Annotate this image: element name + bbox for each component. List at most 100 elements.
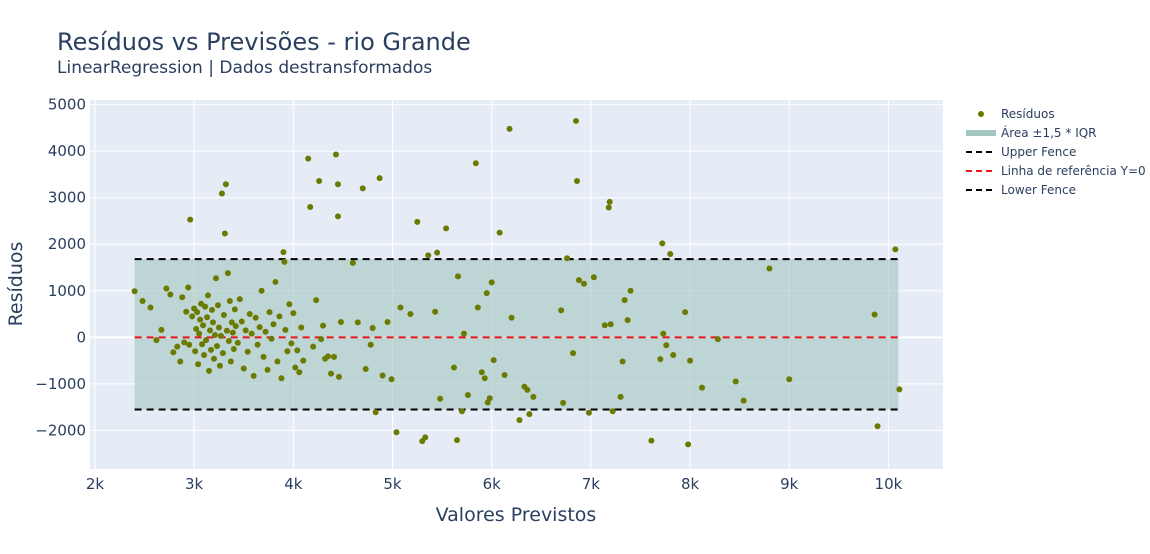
residual-point <box>224 270 231 277</box>
residual-point <box>276 313 283 320</box>
residual-point <box>210 355 217 362</box>
residual-point <box>443 225 450 232</box>
residual-point <box>422 434 429 441</box>
residual-point <box>183 308 190 315</box>
residual-point <box>325 353 332 360</box>
x-tick-label: 10k <box>875 475 903 493</box>
residual-point <box>298 324 305 331</box>
residual-point <box>362 365 369 372</box>
legend-iqr-area-label: Área ±1,5 * IQR <box>1001 125 1097 140</box>
legend-residuals-swatch <box>978 111 984 117</box>
legend: Resíduos Área ±1,5 * IQR Upper Fence Lin… <box>966 107 1146 197</box>
residual-point <box>201 351 208 358</box>
residual-point <box>376 175 383 182</box>
residual-point <box>458 408 465 415</box>
x-tick-label: 5k <box>383 475 402 493</box>
residual-point <box>397 304 404 311</box>
residual-point <box>208 306 215 313</box>
residual-point <box>874 423 881 430</box>
residual-point <box>621 297 628 304</box>
residual-point <box>516 417 523 424</box>
residual-point <box>266 309 273 316</box>
residual-point <box>209 319 216 326</box>
residual-point <box>379 372 386 379</box>
residual-point <box>147 304 154 311</box>
residual-point <box>179 294 186 301</box>
x-tick-label: 4k <box>284 475 303 493</box>
residual-point <box>607 321 614 328</box>
y-axis-ticks: −2000 −1000 0 1000 2000 3000 4000 5000 <box>35 96 86 440</box>
residual-point <box>432 308 439 315</box>
residual-point <box>483 290 490 297</box>
residual-point <box>474 304 481 311</box>
residual-point <box>203 337 210 344</box>
residual-point <box>384 318 391 325</box>
residual-point <box>189 313 196 320</box>
residual-point <box>530 393 537 400</box>
residual-point <box>153 337 160 344</box>
residual-point <box>425 252 432 259</box>
residual-point <box>197 316 204 323</box>
x-tick-label: 2k <box>86 475 105 493</box>
residual-point <box>488 279 495 286</box>
residual-point <box>246 311 253 318</box>
residual-point <box>496 229 503 236</box>
x-tick-label: 6k <box>483 475 502 493</box>
residual-point <box>200 322 207 329</box>
residual-point <box>294 347 301 354</box>
residual-point <box>211 331 218 338</box>
residual-point <box>217 332 224 339</box>
residual-point <box>508 314 515 321</box>
residual-point <box>282 326 289 333</box>
residual-point <box>687 357 694 364</box>
residual-point <box>524 386 531 393</box>
residual-point <box>195 361 202 368</box>
residual-point <box>170 349 177 356</box>
residual-point <box>670 351 677 358</box>
residual-point <box>207 327 214 334</box>
residual-point <box>667 251 674 258</box>
residual-point <box>274 358 281 365</box>
residual-point <box>222 181 229 188</box>
residual-point <box>526 411 533 418</box>
residual-point <box>238 318 245 325</box>
residual-point <box>223 327 230 334</box>
residual-point <box>199 341 206 348</box>
residual-point <box>163 285 170 292</box>
residual-point <box>227 358 234 365</box>
residual-point <box>318 336 325 343</box>
residual-point <box>367 341 374 348</box>
residual-point <box>262 328 269 335</box>
residual-point <box>454 273 461 280</box>
residual-point <box>290 310 297 317</box>
y-tick-label: 4000 <box>48 142 86 160</box>
residual-point <box>252 314 259 321</box>
residual-point <box>585 409 592 416</box>
residual-point <box>286 301 293 308</box>
residual-point <box>627 287 634 294</box>
residual-point <box>219 350 226 357</box>
residual-point <box>657 356 664 363</box>
residual-point <box>349 259 356 266</box>
residual-point <box>212 275 219 282</box>
residual-point <box>174 343 181 350</box>
residual-point <box>335 373 342 380</box>
residual-point <box>434 249 441 256</box>
residual-point <box>204 314 211 321</box>
residual-point <box>220 311 227 318</box>
residual-point <box>260 353 267 360</box>
residual-point <box>609 408 616 415</box>
residual-point <box>393 429 400 436</box>
residual-point <box>464 392 471 399</box>
residual-point <box>453 437 460 444</box>
residual-point <box>213 343 220 350</box>
residual-point <box>359 185 366 192</box>
residual-point <box>202 303 209 310</box>
residual-point <box>258 287 265 294</box>
residual-point <box>313 297 320 304</box>
residual-point <box>601 322 608 329</box>
residual-point <box>229 329 236 336</box>
residual-point <box>624 317 631 324</box>
residual-point <box>292 364 299 371</box>
residual-point <box>606 198 613 205</box>
